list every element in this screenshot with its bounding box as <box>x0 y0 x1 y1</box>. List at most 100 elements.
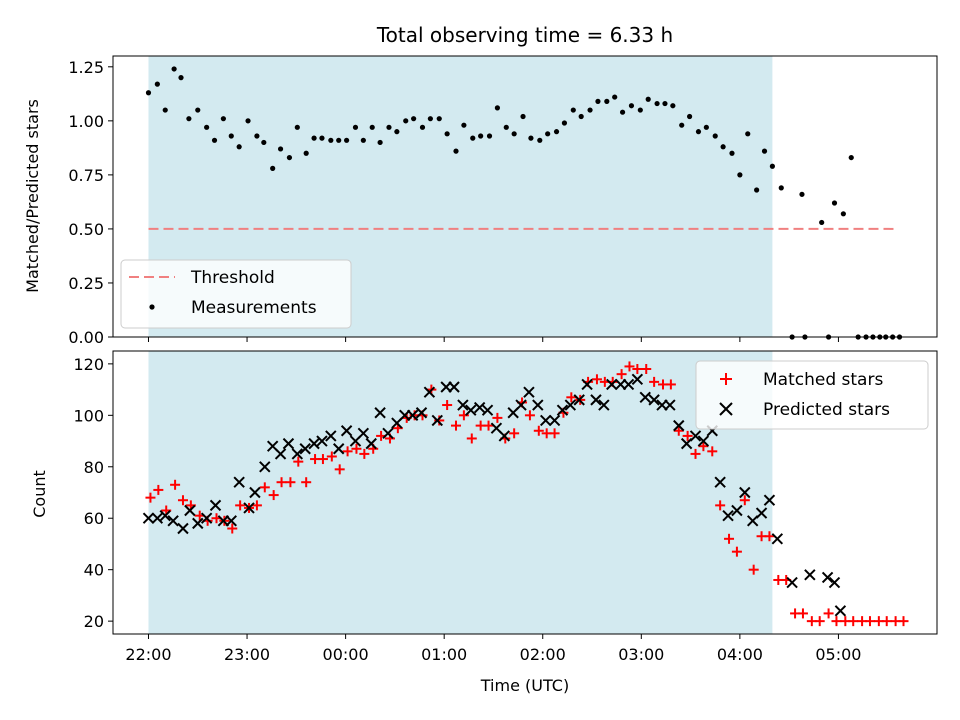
measurement-point <box>394 129 400 135</box>
measurement-point <box>628 103 635 109</box>
x-tick-label: 22:00 <box>125 645 171 664</box>
y-tick-label: 60 <box>84 509 104 528</box>
observing-window-bottom <box>148 351 773 634</box>
matched-star-point <box>748 564 759 575</box>
y-tick-label: 40 <box>84 561 104 580</box>
predicted-star-point <box>225 515 237 527</box>
predicted-star-point <box>448 381 460 393</box>
measurement-point <box>848 154 854 161</box>
measurement-point <box>254 133 260 139</box>
measurement-point <box>470 135 476 141</box>
measurement-point <box>336 137 342 143</box>
matched-star-point <box>549 428 560 439</box>
matched-star-point <box>276 477 287 488</box>
matched-star-point <box>814 616 825 627</box>
matched-star-point <box>566 392 577 403</box>
measurement-point <box>595 98 601 104</box>
bottom-legend-box <box>695 360 929 430</box>
predicted-star-point <box>142 512 155 524</box>
y-tick-label: 120 <box>73 355 104 374</box>
matched-star-point <box>690 448 701 459</box>
measurement-point <box>537 137 543 143</box>
measurement-point <box>778 185 784 191</box>
predicted-star-point <box>333 443 345 455</box>
matched-star-point <box>342 446 353 457</box>
measurement-point <box>171 66 177 72</box>
predicted-star-point <box>639 391 651 404</box>
predicted-star-point <box>415 407 428 419</box>
predicted-star-point <box>556 404 569 416</box>
matched-star-point <box>624 361 635 372</box>
predicted-star-point <box>834 605 847 617</box>
predicted-star-point <box>473 401 486 414</box>
measurement-point <box>186 116 192 122</box>
measurement-point <box>729 150 735 156</box>
matched-star-point <box>359 448 370 459</box>
measurement-point <box>503 124 509 130</box>
measurement-point <box>703 124 709 130</box>
legend-predicted-label: Predicted stars <box>763 400 890 420</box>
matched-star-point <box>665 379 676 390</box>
top-legend: Threshold Measurements <box>120 259 352 329</box>
predicted-star-point <box>714 476 726 488</box>
predicted-star-point <box>177 522 189 535</box>
predicted-star-point <box>192 517 204 530</box>
top-axes-frame <box>112 55 938 338</box>
measurement-point <box>612 94 618 100</box>
predicted-star-point <box>259 461 271 473</box>
predicted-star-point <box>786 576 798 589</box>
measurement-point <box>461 122 467 128</box>
predicted-star-point <box>282 437 295 450</box>
matched-star-point <box>442 400 453 411</box>
x-tick-label: 04:00 <box>717 645 763 664</box>
y-tick-label: 100 <box>73 406 104 425</box>
predicted-star-point <box>590 394 602 406</box>
matched-star-point <box>524 410 535 421</box>
matched-star-point <box>177 495 188 506</box>
matched-star-point <box>170 479 181 490</box>
predicted-star-point <box>648 394 660 406</box>
predicted-star-point <box>631 373 644 386</box>
measurement-point <box>840 211 846 217</box>
matched-star-point <box>715 500 726 511</box>
legend-predicted-swatch <box>719 402 733 416</box>
matched-star-point <box>823 608 834 619</box>
measurement-point <box>494 105 501 111</box>
predicted-star-point <box>457 399 469 411</box>
predicted-star-point <box>548 414 561 427</box>
measurement-point <box>352 124 359 130</box>
predicted-star-point <box>167 515 179 527</box>
predicted-star-point <box>481 404 494 416</box>
measurement-point <box>637 107 643 113</box>
matched-star-point <box>881 616 892 627</box>
predicted-star-point <box>274 448 287 460</box>
predicted-star-point <box>423 386 436 398</box>
measurement-point <box>587 107 593 113</box>
predicted-star-point <box>722 509 734 522</box>
measurement-point <box>411 116 417 122</box>
matched-star-point <box>351 443 362 454</box>
y-tick-label: 1.25 <box>68 58 104 77</box>
matched-star-point <box>301 477 312 488</box>
predicted-star-point <box>365 437 377 450</box>
x-tick-label: 00:00 <box>323 645 369 664</box>
predicted-star-point <box>299 443 311 455</box>
measurement-point <box>819 219 825 226</box>
y-tick-label: 80 <box>84 458 104 477</box>
predicted-star-point <box>731 504 743 517</box>
predicted-star-point <box>340 425 353 437</box>
matched-star-point <box>831 616 842 627</box>
measurement-point <box>604 98 610 104</box>
measurement-point <box>277 146 284 152</box>
predicted-star-point <box>151 512 164 524</box>
bottom-x-ticks: 22:00 23:00 00:00 01:00 02:00 03:00 04:00 05:00 <box>125 634 861 664</box>
chart-title: Total observing time = 6.33 h <box>376 23 673 47</box>
measurement-point <box>720 144 726 150</box>
measurement-point <box>154 81 160 87</box>
matched-star-point <box>451 420 462 431</box>
matched-star-point <box>682 430 693 441</box>
matched-star-point <box>293 456 304 467</box>
predicted-star-point <box>539 414 552 427</box>
matched-star-point <box>458 410 469 421</box>
measurement-point <box>311 135 317 141</box>
